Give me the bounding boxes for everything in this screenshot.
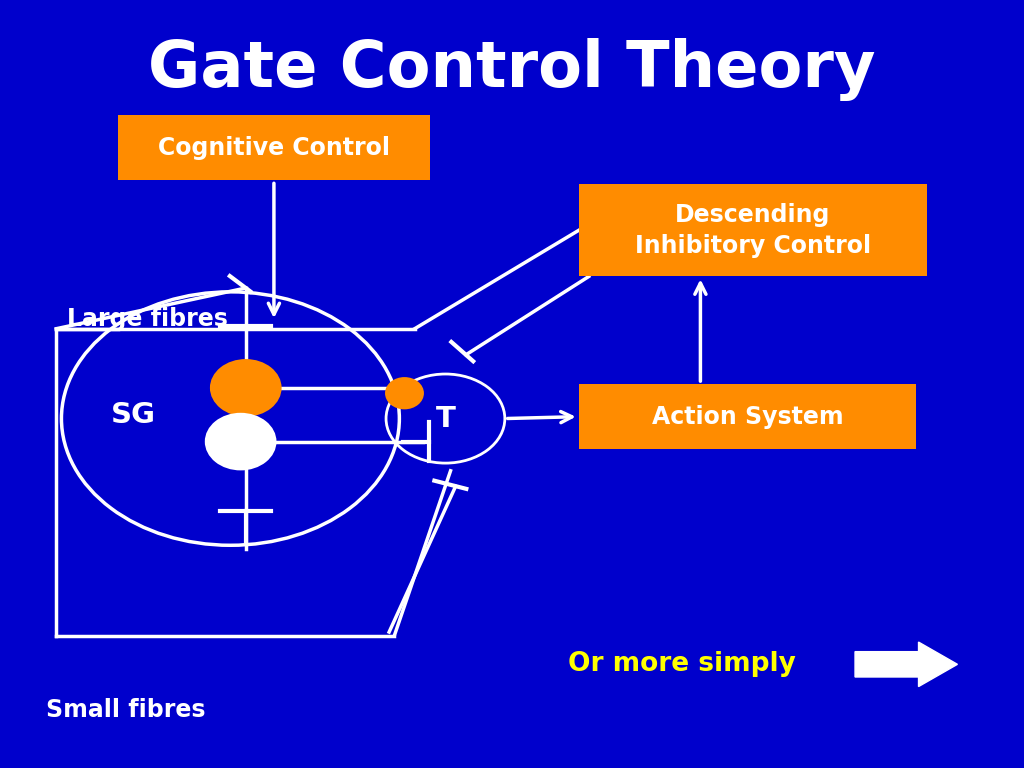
FancyBboxPatch shape — [118, 115, 430, 180]
Text: Small fibres: Small fibres — [46, 698, 206, 723]
Ellipse shape — [385, 377, 424, 409]
FancyBboxPatch shape — [579, 384, 916, 449]
Text: Gate Control Theory: Gate Control Theory — [148, 38, 876, 101]
Text: Large fibres: Large fibres — [67, 306, 227, 331]
FancyArrow shape — [855, 642, 957, 687]
Ellipse shape — [210, 359, 282, 417]
Text: SG: SG — [111, 401, 156, 429]
FancyBboxPatch shape — [579, 184, 927, 276]
Text: Descending
Inhibitory Control: Descending Inhibitory Control — [635, 203, 870, 258]
Text: Cognitive Control: Cognitive Control — [158, 136, 390, 160]
Text: Action System: Action System — [651, 405, 844, 429]
Ellipse shape — [205, 413, 276, 470]
Text: T: T — [435, 405, 456, 432]
Text: Or more simply: Or more simply — [568, 651, 797, 677]
